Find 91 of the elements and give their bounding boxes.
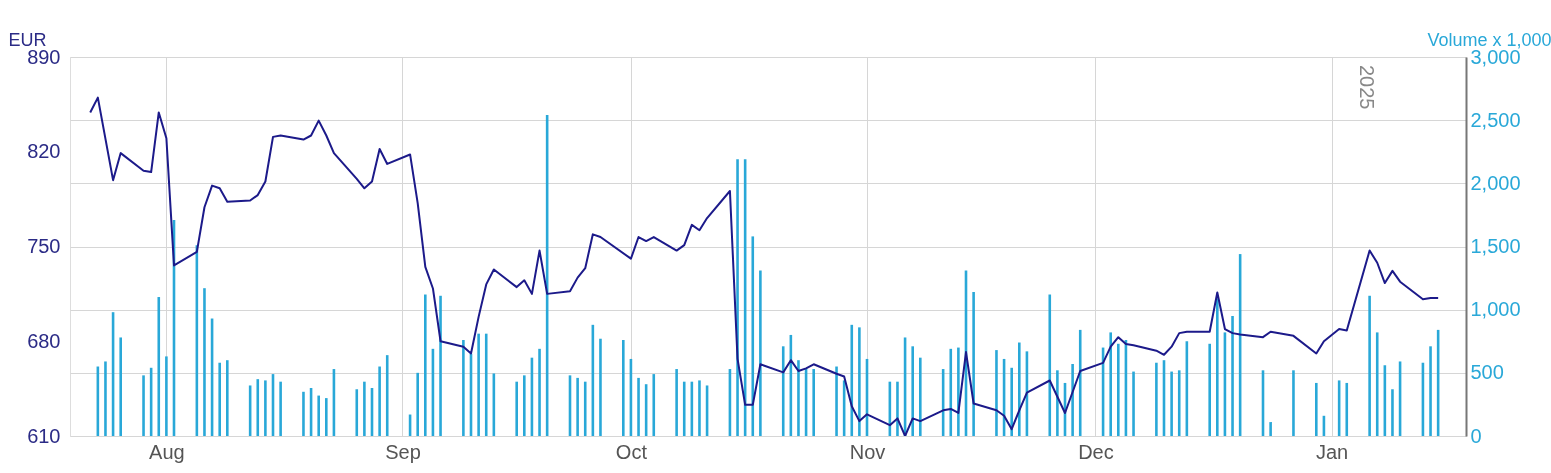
bar [1071,363,1074,436]
bar [835,366,838,436]
bar [385,355,389,436]
bar [1018,342,1021,436]
x-tick-label: Oct [615,440,648,463]
bar [325,398,328,436]
bar [416,372,419,436]
bar [355,389,359,436]
bar [1391,389,1394,436]
bar [1292,370,1295,436]
bar [477,333,480,436]
bar [1010,367,1013,436]
bar [157,297,161,436]
bar [226,360,229,436]
bar [1132,371,1135,436]
x-tick-label: Jan [1315,440,1349,463]
bar [462,339,465,436]
bar [1170,371,1173,436]
y-tick-label: 750 [27,235,61,257]
y2-tick-label: 1,500 [1470,235,1521,257]
y-tick-label: 820 [27,140,61,163]
x-tick-label: Sep [385,440,421,463]
bar [675,369,678,436]
bar [378,366,381,436]
bar [142,375,145,436]
bar [1078,329,1082,436]
bar [317,395,320,436]
bar [363,381,366,436]
bar [484,333,488,436]
bar [1216,298,1219,436]
bar [995,350,998,436]
y2-tick-label: 0 [1470,424,1482,447]
bar [896,381,899,436]
bar [751,236,755,436]
bar [1429,346,1432,436]
bar [538,348,541,436]
bar [682,381,686,436]
bar [1117,343,1120,436]
x-tick-label: Nov [849,440,886,463]
annotation: 2025 [1356,65,1378,110]
bar [203,288,206,436]
bar [1208,343,1211,436]
bar [439,295,442,436]
bar [850,324,854,436]
bar [515,381,518,436]
bar [622,339,625,436]
bar [1155,362,1158,436]
bar [1048,294,1052,436]
bar [1109,332,1112,436]
bar [279,381,282,436]
bar [302,391,305,436]
bar [1056,370,1059,436]
bar [759,270,762,436]
bar [812,369,815,436]
y2-tick-label: 2,000 [1470,171,1521,194]
bar [781,346,785,436]
bar [165,356,168,436]
bar [1345,382,1349,436]
bar [256,379,260,436]
bar [858,327,861,436]
bar [637,377,640,436]
bar [1231,315,1234,436]
bar [583,381,587,436]
bar [424,294,427,436]
y2-tick-label: 1,000 [1470,298,1521,321]
bar [972,291,975,436]
bar [576,377,579,436]
bar [652,374,656,436]
bar [1368,295,1371,436]
bar [911,346,914,436]
bar [957,347,960,436]
bar [119,337,122,436]
y2-tick-label: 2,500 [1470,108,1521,131]
y-tick-label: 610 [27,424,61,447]
bar [599,338,602,436]
bar [1177,370,1181,436]
bar [1269,422,1272,436]
bar [523,375,526,436]
bar [218,362,221,436]
x-tick-label: Dec [1078,440,1114,463]
x-tick-label: Aug [149,440,185,463]
bar [797,360,800,436]
bar [104,361,107,436]
y-tick-label: 680 [27,329,61,352]
bar [919,357,922,436]
bar [698,380,701,436]
bar [949,348,953,436]
y2-tick-label: 500 [1470,361,1504,384]
bar [264,380,267,436]
bar [1315,382,1318,436]
bar [1375,332,1379,436]
